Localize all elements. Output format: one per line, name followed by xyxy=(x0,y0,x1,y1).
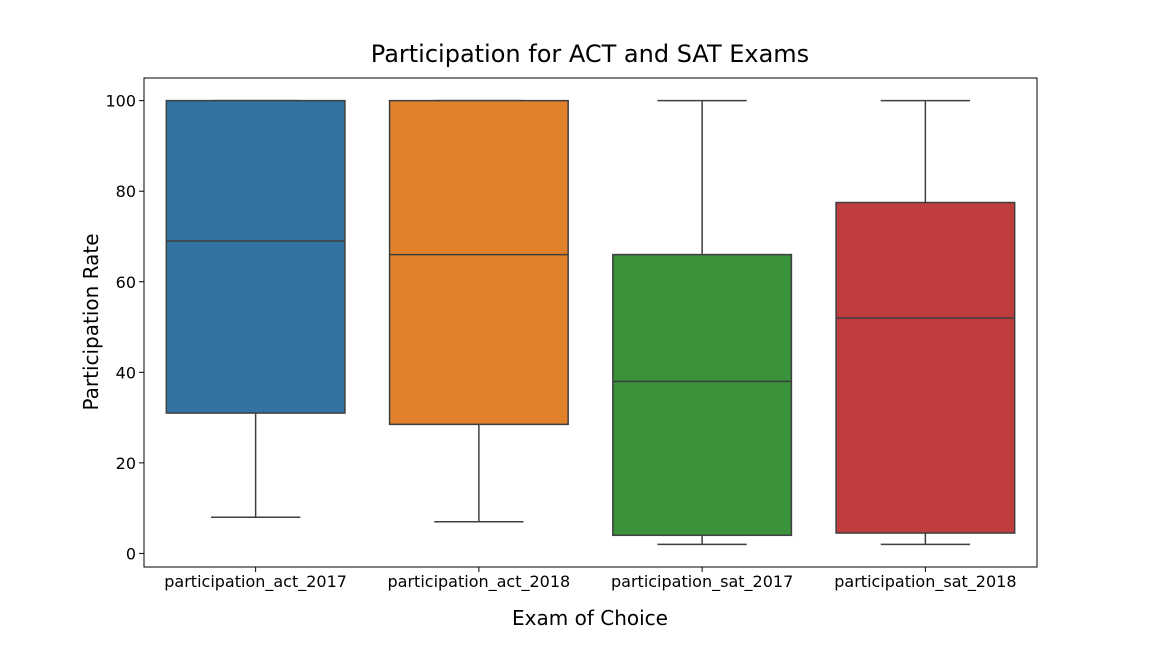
iqr-box xyxy=(612,253,793,537)
box-participation_act_2017 xyxy=(165,99,346,518)
iqr-box xyxy=(165,99,346,414)
box-participation_sat_2018 xyxy=(835,99,1016,546)
box-participation_act_2018 xyxy=(388,99,569,523)
x-tick-label: participation_act_2017 xyxy=(164,572,347,592)
iqr-box xyxy=(835,201,1016,534)
x-axis-label: Exam of Choice xyxy=(512,606,668,630)
y-tick-label: 40 xyxy=(116,363,136,382)
x-tick-label: participation_act_2018 xyxy=(388,572,571,592)
iqr-box xyxy=(388,99,569,426)
y-tick-label: 0 xyxy=(126,544,136,563)
plot-frame xyxy=(143,77,1038,568)
y-axis-label: Participation Rate xyxy=(79,233,103,410)
y-tick-label: 20 xyxy=(116,454,136,473)
x-tick-label: participation_sat_2017 xyxy=(611,572,793,592)
y-tick-label: 60 xyxy=(116,273,136,292)
chart-title: Participation for ACT and SAT Exams xyxy=(371,40,809,68)
y-tick-label: 80 xyxy=(116,182,136,201)
x-tick-label: participation_sat_2018 xyxy=(834,572,1016,592)
y-tick-label: 100 xyxy=(105,92,136,111)
box-participation_sat_2017 xyxy=(612,99,793,546)
